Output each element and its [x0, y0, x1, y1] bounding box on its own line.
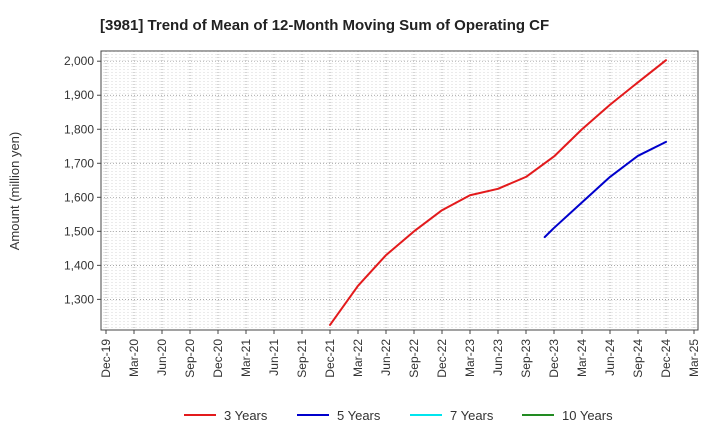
- x-tick-label: Dec-20: [211, 339, 225, 378]
- x-tick-label: Jun-20: [155, 339, 169, 376]
- legend: 3 Years 5 Years 7 Years 10 Years: [184, 408, 613, 423]
- x-tick-label: Jun-22: [379, 339, 393, 376]
- x-tick-label: Mar-23: [463, 339, 477, 377]
- y-tick-label: 1,900: [64, 88, 94, 102]
- x-tick-label: Dec-21: [323, 339, 337, 378]
- y-axis-label: Amount (million yen): [7, 132, 22, 251]
- x-tick-label: Mar-24: [575, 339, 589, 377]
- series-lines: [329, 59, 667, 326]
- x-tick-label: Jun-23: [491, 339, 505, 376]
- x-tick-label: Mar-22: [351, 339, 365, 377]
- y-tick-label: 1,400: [64, 258, 94, 272]
- x-tick-label: Sep-24: [631, 339, 645, 378]
- x-tick-label: Dec-22: [435, 339, 449, 378]
- x-tick-label: Mar-21: [239, 339, 253, 377]
- legend-label: 3 Years: [224, 408, 268, 423]
- x-tick-label: Sep-23: [519, 339, 533, 378]
- x-axis-ticks: Dec-19 Mar-20 Jun-20 Sep-20 Dec-20 Mar-21 Jun-…: [99, 330, 701, 378]
- x-tick-label: Sep-20: [183, 339, 197, 378]
- x-tick-label: Dec-19: [99, 339, 113, 378]
- y-tick-label: 1,800: [64, 122, 94, 136]
- y-axis-ticks: 1,300 1,400 1,500 1,600 1,700 1,800 1,900 2,000: [64, 54, 101, 306]
- legend-label: 10 Years: [562, 408, 613, 423]
- x-tick-label: Dec-24: [659, 339, 673, 378]
- x-tick-label: Sep-22: [407, 339, 421, 378]
- y-tick-label: 1,600: [64, 190, 94, 204]
- legend-label: 5 Years: [337, 408, 381, 423]
- x-tick-label: Mar-25: [687, 339, 701, 377]
- x-tick-label: Mar-20: [127, 339, 141, 377]
- gridlines: [101, 51, 698, 330]
- plot-area: [100, 50, 699, 331]
- x-tick-label: Sep-21: [295, 339, 309, 378]
- x-tick-label: Jun-24: [603, 339, 617, 376]
- y-tick-label: 2,000: [64, 54, 94, 68]
- legend-label: 7 Years: [450, 408, 494, 423]
- chart-title: [3981] Trend of Mean of 12-Month Moving …: [100, 17, 549, 34]
- y-tick-label: 1,300: [64, 292, 94, 306]
- x-tick-label: Jun-21: [267, 339, 281, 376]
- y-tick-label: 1,700: [64, 156, 94, 170]
- series-line-2: [543, 140, 667, 239]
- series-line-1: [329, 59, 667, 326]
- y-tick-label: 1,500: [64, 224, 94, 238]
- x-tick-label: Dec-23: [547, 339, 561, 378]
